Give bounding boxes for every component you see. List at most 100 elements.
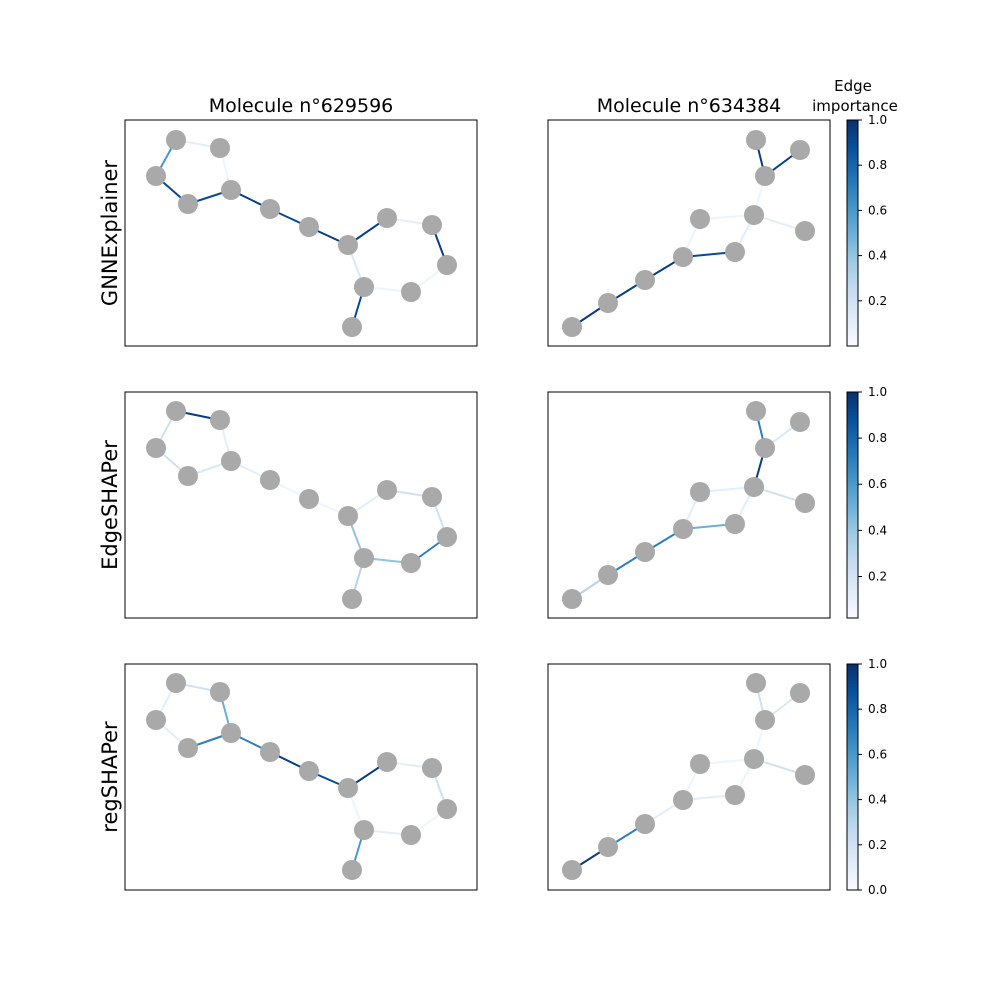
graph-node bbox=[422, 487, 442, 507]
colorbar-tick-label: 0.2 bbox=[868, 569, 887, 583]
colorbar-tick-label: 0.4 bbox=[868, 249, 887, 263]
colorbar-edgeshaper: 0.2 0.4 0.6 0.8 1.0 bbox=[846, 385, 887, 619]
graph-node bbox=[635, 542, 655, 562]
graph-node bbox=[342, 860, 362, 880]
graph-node bbox=[598, 565, 618, 585]
panel-edgeshaper-mol1 bbox=[124, 391, 478, 619]
colorbar-tick-label: 0.2 bbox=[868, 838, 887, 852]
colorbar-tick-label: 0.4 bbox=[868, 793, 887, 807]
colorbar-tick-label: 1.0 bbox=[868, 657, 887, 671]
colorbar-gnnexplainer: 0.2 0.4 0.6 0.8 1.0 bbox=[846, 113, 887, 347]
graph-node bbox=[401, 553, 421, 573]
graph-node bbox=[342, 317, 362, 337]
column-title-1: Molecule n°629596 bbox=[209, 95, 394, 117]
colorbar-tick-label: 0.2 bbox=[868, 294, 887, 308]
graph-node bbox=[146, 166, 166, 186]
graph-node bbox=[755, 710, 775, 730]
colorbar-tick-label: 0.6 bbox=[868, 747, 887, 761]
graph-node bbox=[342, 589, 362, 609]
graph-node bbox=[221, 723, 241, 743]
graph-node bbox=[178, 466, 198, 486]
graph-node bbox=[725, 242, 745, 262]
graph-node bbox=[744, 477, 764, 497]
colorbar-tick-label: 0.8 bbox=[868, 158, 887, 172]
graph-node bbox=[437, 799, 457, 819]
panel-gnnexplainer-mol1 bbox=[124, 119, 478, 347]
panel-gnnexplainer-mol2 bbox=[547, 119, 831, 347]
graph-node bbox=[795, 493, 815, 513]
colorbar-bar bbox=[846, 391, 859, 619]
row-label-edgeshaper: EdgeSHAPer bbox=[98, 440, 122, 570]
graph-node bbox=[260, 199, 280, 219]
panel-frame bbox=[547, 119, 831, 347]
graph-node bbox=[377, 208, 397, 228]
graph-node bbox=[790, 683, 810, 703]
graph-node bbox=[795, 765, 815, 785]
graph-node bbox=[354, 548, 374, 568]
graph-node bbox=[354, 820, 374, 840]
row-label-gnnexplainer: GNNExplainer bbox=[98, 160, 122, 306]
colorbar-tick-label: 1.0 bbox=[868, 113, 887, 127]
graph-node bbox=[338, 778, 358, 798]
colorbar-title-line2: importance bbox=[812, 97, 898, 115]
graph-node bbox=[260, 470, 280, 490]
panel-frame bbox=[547, 663, 831, 891]
panel-regshaper-mol1 bbox=[124, 663, 478, 891]
graph-node bbox=[401, 282, 421, 302]
colorbar-tick-label: 0.6 bbox=[868, 203, 887, 217]
graph-node bbox=[790, 140, 810, 160]
graph-node bbox=[725, 785, 745, 805]
graph-node bbox=[299, 761, 319, 781]
graph-node bbox=[377, 480, 397, 500]
graph-node bbox=[437, 255, 457, 275]
graph-node bbox=[210, 138, 230, 158]
graph-node bbox=[338, 506, 358, 526]
graph-node bbox=[755, 166, 775, 186]
colorbar-title-line1: Edge bbox=[834, 77, 872, 95]
panel-frame bbox=[547, 391, 831, 619]
graph-node bbox=[260, 742, 280, 762]
colorbar-tick-label: 0.8 bbox=[868, 431, 887, 445]
graph-node bbox=[437, 527, 457, 547]
graph-node bbox=[146, 438, 166, 458]
colorbar-tick-label: 1.0 bbox=[868, 385, 887, 399]
graph-node bbox=[562, 589, 582, 609]
graph-node bbox=[166, 673, 186, 693]
graph-node bbox=[746, 401, 766, 421]
graph-node bbox=[744, 749, 764, 769]
graph-node bbox=[221, 451, 241, 471]
graph-node bbox=[210, 410, 230, 430]
graph-node bbox=[178, 738, 198, 758]
graph-node bbox=[673, 247, 693, 267]
graph-node bbox=[795, 221, 815, 241]
panels bbox=[124, 119, 831, 891]
graph-node bbox=[790, 412, 810, 432]
graph-node bbox=[673, 519, 693, 539]
graph-node bbox=[146, 710, 166, 730]
graph-node bbox=[210, 682, 230, 702]
colorbar-bar bbox=[846, 663, 859, 891]
row-label-regshaper: regSHAPer bbox=[98, 721, 122, 833]
graph-node bbox=[755, 438, 775, 458]
graph-node bbox=[299, 217, 319, 237]
graph-node bbox=[690, 754, 710, 774]
graph-node bbox=[635, 814, 655, 834]
graph-node bbox=[598, 293, 618, 313]
graph-node bbox=[673, 790, 693, 810]
graph-node bbox=[746, 130, 766, 150]
graph-node bbox=[299, 489, 319, 509]
graph-node bbox=[635, 270, 655, 290]
graph-node bbox=[354, 277, 374, 297]
panel-regshaper-mol2 bbox=[547, 663, 831, 891]
column-title-2: Molecule n°634384 bbox=[597, 95, 782, 117]
graph-node bbox=[166, 401, 186, 421]
graph-node bbox=[422, 215, 442, 235]
colorbars: 0.20.40.60.81.00.20.40.60.81.00.00.20.40… bbox=[846, 113, 887, 897]
graph-node bbox=[725, 514, 745, 534]
colorbar-tick-label: 0.8 bbox=[868, 702, 887, 716]
graph-node bbox=[221, 180, 241, 200]
colorbar-tick-label: 0.6 bbox=[868, 477, 887, 491]
graph-node bbox=[401, 825, 421, 845]
graph-node bbox=[178, 194, 198, 214]
